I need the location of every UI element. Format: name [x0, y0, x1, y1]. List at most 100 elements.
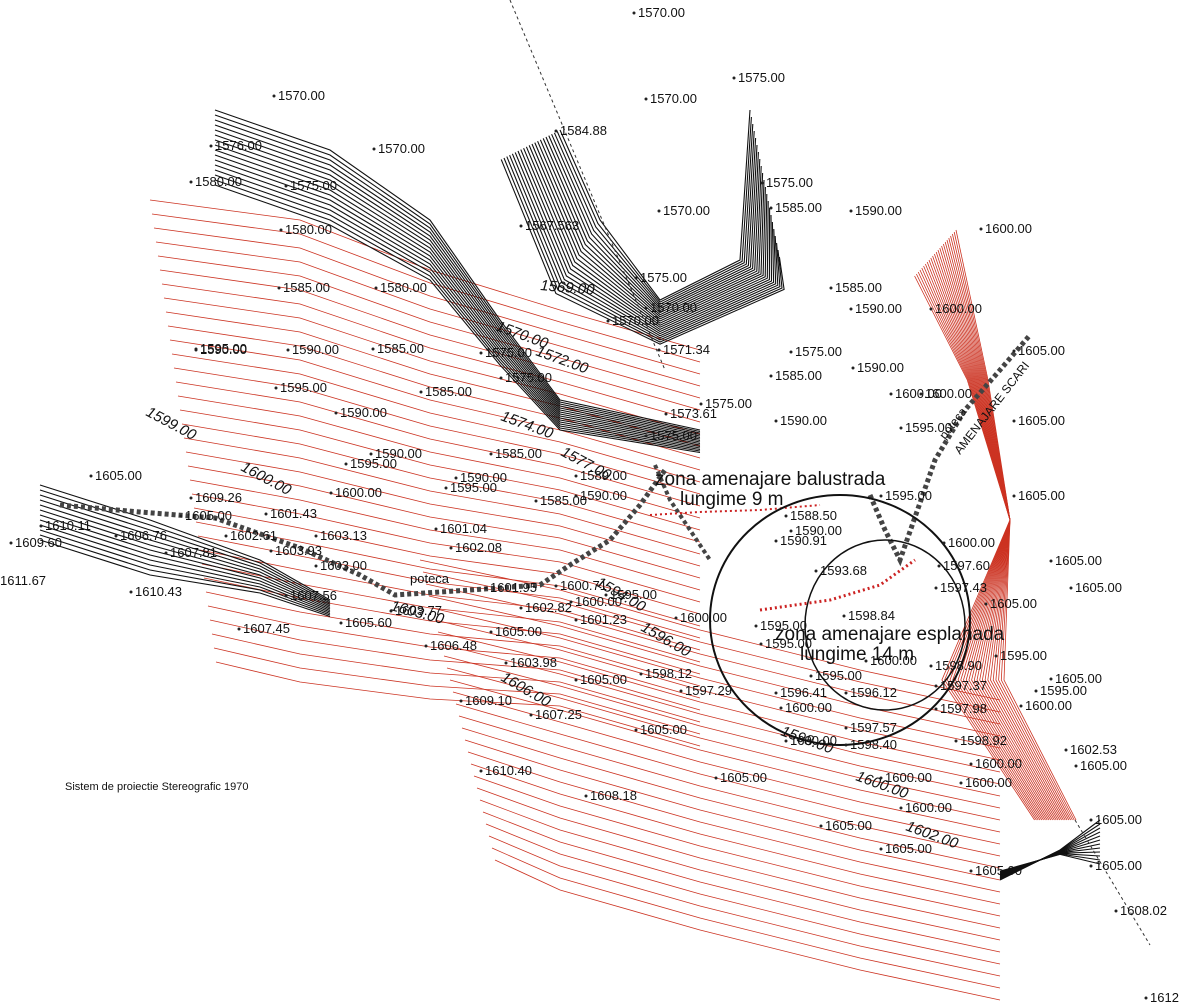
elevation-point-marker — [554, 129, 558, 133]
elevation-point-marker — [489, 452, 493, 456]
elevation-label: 1598.92 — [960, 733, 1007, 748]
elevation-point-marker — [674, 616, 678, 620]
contour-line — [999, 853, 1101, 872]
contour-line — [534, 142, 764, 320]
contour-line — [506, 156, 781, 341]
elevation-label: 1607.25 — [535, 707, 582, 722]
contour-line — [470, 763, 1001, 905]
elevation-label: 1595.00 — [350, 456, 397, 471]
elevation-label: 1600.00 — [335, 485, 382, 500]
elevation-label: 1590.00 — [855, 203, 902, 218]
contour-line — [181, 423, 701, 543]
contour-line — [449, 679, 1001, 821]
contour-line — [542, 138, 759, 314]
elevation-label: 1590.00 — [855, 301, 902, 316]
elevation-point-marker — [1074, 764, 1078, 768]
elevation-point-marker — [844, 726, 848, 730]
elevation-point-marker — [529, 713, 533, 717]
contour-line — [419, 559, 1001, 701]
elevation-label: 1603.93 — [275, 543, 322, 558]
contour-line — [203, 577, 701, 675]
elevation-point-marker — [434, 527, 438, 531]
elevation-point-marker — [899, 426, 903, 430]
elevation-label: 1596.12 — [850, 685, 897, 700]
elevation-point-marker — [389, 609, 393, 613]
elevation-point-marker — [339, 621, 343, 625]
projection-note: Sistem de proiectie Stereografic 1970 — [65, 781, 248, 793]
elevation-label: 1595.00 — [1040, 683, 1087, 698]
contour-line — [458, 715, 1001, 857]
contour-line — [161, 283, 701, 423]
contour-line — [476, 787, 1001, 929]
reference-axis — [1074, 819, 1151, 946]
elevation-label: 1585.00 — [377, 341, 424, 356]
elevation-label: 1590.00 — [857, 360, 904, 375]
contour-line — [39, 534, 331, 616]
elevation-label: 1567.563 — [525, 218, 579, 233]
elevation-label: 1607.45 — [243, 621, 290, 636]
elevation-point-marker — [369, 452, 373, 456]
contour-line — [214, 154, 701, 445]
contour-line — [548, 135, 757, 310]
elevation-point-marker — [784, 514, 788, 518]
elevation-point-marker — [279, 228, 283, 232]
contour-line — [207, 605, 701, 699]
elevation-label: 1602.53 — [1070, 742, 1117, 757]
elevation-label: 1580.00 — [285, 222, 332, 237]
contour-line — [214, 164, 701, 448]
elevation-point-marker — [899, 806, 903, 810]
elevation-point-marker — [984, 602, 988, 606]
elevation-point-marker — [519, 224, 523, 228]
contour-line — [509, 154, 779, 339]
elevation-label: 1585.00 — [775, 200, 822, 215]
elevation-label: 1575.00 — [290, 178, 337, 193]
elevation-label: 1605.00 — [1095, 858, 1142, 873]
contour-line — [500, 159, 785, 345]
contour-label: 1600.00 — [238, 459, 294, 500]
elevation-point-marker — [934, 586, 938, 590]
elevation-point-marker — [1049, 559, 1053, 563]
contour-line — [537, 140, 762, 318]
contour-line — [214, 114, 701, 433]
elevation-point-marker — [454, 476, 458, 480]
zone-esplanada-length: lungime 14 m — [800, 644, 914, 665]
elevation-label: 1610.40 — [485, 763, 532, 778]
elevation-label: 1608.18 — [590, 788, 637, 803]
contour-label: 1596.00 — [638, 619, 694, 661]
elevation-point-marker — [606, 319, 610, 323]
contour-line — [39, 504, 331, 607]
elevation-point-marker — [554, 584, 558, 588]
elevation-label: 1584.88 — [560, 123, 607, 138]
elevation-label: 1575.00 — [650, 428, 697, 443]
elevation-points: 1570.00 1575.00 1570.00 1584.88 1570.00 1580.… — [0, 5, 1179, 1005]
elevation-label: 1603.98 — [510, 655, 557, 670]
elevation-label: 1600.00 — [985, 221, 1032, 236]
elevation-label: 1600.00 — [870, 653, 917, 668]
elevation-label: 1590.00 — [200, 342, 247, 357]
contour-line — [205, 591, 701, 687]
elevation-point-marker — [9, 541, 13, 545]
elevation-label: 1602.82 — [525, 600, 572, 615]
contour-line — [428, 595, 1001, 737]
elevation-point-marker — [879, 776, 883, 780]
elevation-point-marker — [657, 348, 661, 352]
elevation-label: 1590.00 — [580, 488, 627, 503]
contour-line — [151, 213, 701, 363]
elevation-label: 1575.00 — [640, 270, 687, 285]
elevation-label: 1605.00 — [975, 863, 1022, 878]
elevation-label: 1605.00 — [1018, 343, 1065, 358]
elevation-label: 1597.29 — [685, 683, 732, 698]
elevation-label: 1605.00 — [185, 508, 232, 523]
zone-balustrada-title: zona amenajare balustrada — [655, 469, 886, 490]
elevation-label: 1580.00 — [380, 280, 427, 295]
elevation-label: 1585.00 — [425, 384, 472, 399]
elevation-label: 1570.00 — [278, 88, 325, 103]
elevation-label: 1607.56 — [290, 588, 337, 603]
contour-line — [214, 169, 701, 449]
elevation-label: 1575.00 — [795, 344, 842, 359]
elevation-label: 1595.00 — [815, 668, 862, 683]
contour-line — [214, 139, 701, 440]
contour-line — [175, 381, 701, 507]
elevation-label: 1590.00 — [780, 413, 827, 428]
elevation-point-marker — [789, 350, 793, 354]
